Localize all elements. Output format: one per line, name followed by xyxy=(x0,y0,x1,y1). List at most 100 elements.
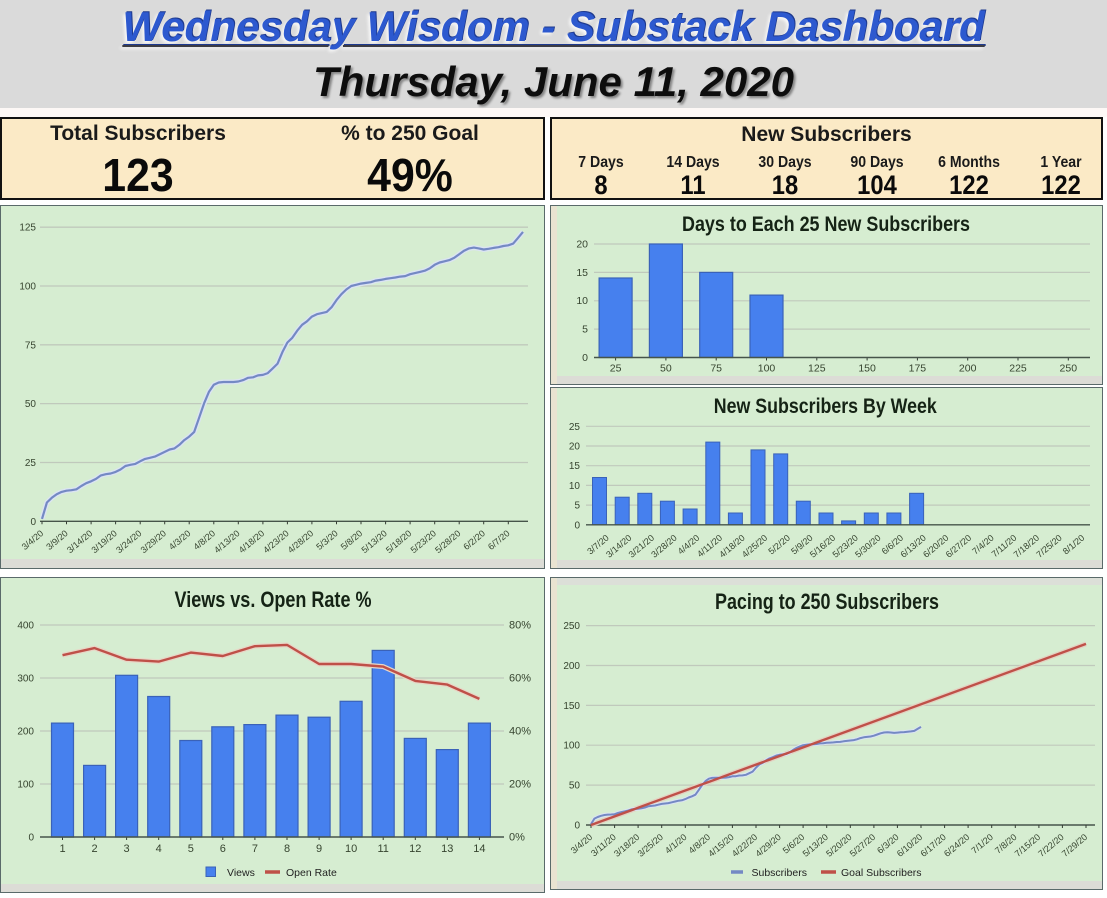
svg-text:150: 150 xyxy=(563,701,580,712)
svg-text:14: 14 xyxy=(473,843,485,855)
svg-text:5/13/20: 5/13/20 xyxy=(359,528,388,555)
svg-text:3/25/20: 3/25/20 xyxy=(636,832,665,859)
svg-text:8/1/20: 8/1/20 xyxy=(1061,533,1087,557)
svg-text:6/10/20: 6/10/20 xyxy=(895,832,924,859)
svg-text:60%: 60% xyxy=(509,673,531,685)
svg-text:200: 200 xyxy=(17,727,34,738)
svg-text:3/19/20: 3/19/20 xyxy=(89,528,118,555)
svg-text:2: 2 xyxy=(92,843,98,855)
svg-text:20: 20 xyxy=(576,239,588,251)
svg-text:25: 25 xyxy=(610,363,622,375)
svg-text:7/22/20: 7/22/20 xyxy=(1036,832,1065,859)
svg-text:75: 75 xyxy=(25,340,37,351)
svg-text:4: 4 xyxy=(156,843,162,855)
svg-text:150: 150 xyxy=(858,363,876,375)
svg-text:15: 15 xyxy=(576,267,588,279)
svg-text:6/24/20: 6/24/20 xyxy=(942,832,971,859)
svg-text:125: 125 xyxy=(808,363,826,375)
svg-text:8: 8 xyxy=(284,843,290,855)
svg-text:50: 50 xyxy=(25,399,37,410)
svg-text:5: 5 xyxy=(582,324,588,336)
svg-text:0: 0 xyxy=(574,821,580,832)
svg-text:15: 15 xyxy=(569,461,581,472)
svg-text:125: 125 xyxy=(19,223,36,234)
svg-text:3/29/20: 3/29/20 xyxy=(139,528,168,555)
svg-text:5/2/20: 5/2/20 xyxy=(766,533,792,557)
svg-text:0: 0 xyxy=(30,517,36,528)
svg-text:250: 250 xyxy=(1060,363,1078,375)
svg-text:6/17/20: 6/17/20 xyxy=(918,832,947,859)
svg-text:7/1/20: 7/1/20 xyxy=(969,832,995,856)
svg-text:10: 10 xyxy=(576,295,588,307)
svg-text:5: 5 xyxy=(188,843,194,855)
svg-text:0: 0 xyxy=(582,352,588,364)
svg-text:200: 200 xyxy=(959,363,977,375)
svg-text:Subscribers: Subscribers xyxy=(752,867,807,879)
svg-text:Goal Subscribers: Goal Subscribers xyxy=(841,867,922,879)
svg-text:Open Rate: Open Rate xyxy=(286,867,337,879)
svg-text:100: 100 xyxy=(19,282,36,293)
svg-text:11: 11 xyxy=(377,843,388,855)
svg-text:7/29/20: 7/29/20 xyxy=(1060,832,1089,859)
svg-text:200: 200 xyxy=(563,661,580,672)
svg-text:5/23/20: 5/23/20 xyxy=(409,528,438,555)
svg-text:5/18/20: 5/18/20 xyxy=(384,528,413,555)
svg-text:4/13/20: 4/13/20 xyxy=(212,528,241,555)
svg-text:6/2/20: 6/2/20 xyxy=(461,528,487,552)
svg-text:4/15/20: 4/15/20 xyxy=(706,832,735,859)
svg-text:175: 175 xyxy=(909,363,927,375)
svg-text:20: 20 xyxy=(569,442,581,453)
svg-text:7: 7 xyxy=(252,843,258,855)
svg-text:6: 6 xyxy=(220,843,226,855)
svg-text:Days to Each 25 New Subscriber: Days to Each 25 New Subscribers xyxy=(682,213,970,236)
svg-text:7/25/20: 7/25/20 xyxy=(1034,533,1063,560)
svg-text:4/3/20: 4/3/20 xyxy=(167,528,193,552)
svg-text:7/15/20: 7/15/20 xyxy=(1013,832,1042,859)
svg-text:300: 300 xyxy=(17,674,34,685)
svg-text:Views: Views xyxy=(227,867,255,879)
svg-text:9: 9 xyxy=(316,843,322,855)
svg-text:5/3/20: 5/3/20 xyxy=(314,528,340,552)
svg-text:4/1/20: 4/1/20 xyxy=(663,832,689,856)
svg-text:0: 0 xyxy=(28,833,34,844)
svg-text:12: 12 xyxy=(409,843,421,855)
svg-text:4/25/20: 4/25/20 xyxy=(740,533,769,560)
svg-text:25: 25 xyxy=(569,422,581,433)
svg-text:Pacing to 250 Subscribers: Pacing to 250 Subscribers xyxy=(715,589,939,614)
svg-text:5/13/20: 5/13/20 xyxy=(801,832,830,859)
svg-text:50: 50 xyxy=(660,363,672,375)
svg-text:3/28/20: 3/28/20 xyxy=(649,533,678,560)
svg-text:4/18/20: 4/18/20 xyxy=(237,528,266,555)
svg-text:4/23/20: 4/23/20 xyxy=(261,528,290,555)
svg-text:6/7/20: 6/7/20 xyxy=(486,528,512,552)
svg-text:3: 3 xyxy=(124,843,130,855)
svg-text:225: 225 xyxy=(1009,363,1027,375)
svg-text:75: 75 xyxy=(710,363,722,375)
svg-text:5: 5 xyxy=(574,501,580,512)
svg-text:0%: 0% xyxy=(509,832,525,844)
svg-text:3/4/20: 3/4/20 xyxy=(20,528,46,552)
svg-text:100: 100 xyxy=(758,363,776,375)
svg-text:25: 25 xyxy=(25,458,37,469)
svg-text:5/30/20: 5/30/20 xyxy=(853,533,882,560)
svg-text:0: 0 xyxy=(574,520,580,531)
svg-text:1: 1 xyxy=(59,843,65,855)
svg-text:5/20/20: 5/20/20 xyxy=(824,832,853,859)
svg-text:20%: 20% xyxy=(509,779,531,791)
svg-text:New Subscribers By Week: New Subscribers By Week xyxy=(714,395,937,418)
svg-text:80%: 80% xyxy=(509,620,531,632)
svg-text:4/22/20: 4/22/20 xyxy=(730,832,759,859)
svg-text:5/28/20: 5/28/20 xyxy=(433,528,462,555)
svg-text:400: 400 xyxy=(17,621,34,632)
svg-text:4/29/20: 4/29/20 xyxy=(753,832,782,859)
svg-text:100: 100 xyxy=(17,780,34,791)
svg-text:3/14/20: 3/14/20 xyxy=(65,528,94,555)
svg-text:Views vs. Open Rate %: Views vs. Open Rate % xyxy=(175,587,372,612)
svg-text:3/24/20: 3/24/20 xyxy=(114,528,143,555)
svg-text:250: 250 xyxy=(563,621,580,632)
svg-text:4/28/20: 4/28/20 xyxy=(286,528,315,555)
svg-text:40%: 40% xyxy=(509,726,531,738)
svg-text:50: 50 xyxy=(569,781,581,792)
svg-text:100: 100 xyxy=(563,741,580,752)
svg-text:3/18/20: 3/18/20 xyxy=(612,832,641,859)
